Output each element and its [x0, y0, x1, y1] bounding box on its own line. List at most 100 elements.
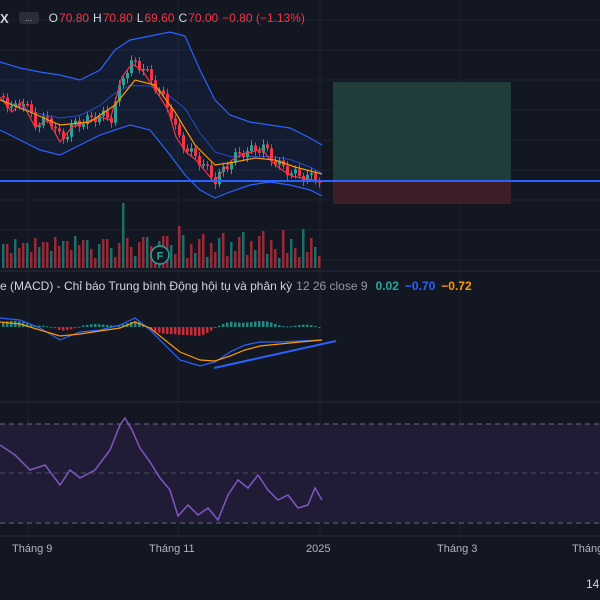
candle-body: [222, 166, 225, 172]
moving-averages: [0, 63, 323, 183]
volume-bar: [230, 242, 233, 268]
candle-body: [242, 153, 245, 157]
volume-bar: [234, 251, 237, 268]
candle-body: [134, 60, 137, 62]
volume-bar: [2, 244, 5, 268]
macd-histogram-bar: [110, 325, 113, 327]
candle-body: [110, 117, 113, 123]
candle-body: [270, 148, 273, 161]
volume-bar: [30, 252, 33, 268]
event-marker[interactable]: F: [150, 245, 170, 265]
macd-histogram-bar: [246, 322, 249, 327]
macd-histogram-bar: [122, 324, 125, 327]
volume-bar: [102, 239, 105, 268]
high-label: H: [93, 11, 102, 25]
candle-body: [178, 124, 181, 136]
more-options-icon[interactable]: ...: [18, 12, 39, 24]
macd-histogram-bar: [58, 327, 61, 330]
macd-signal-line: [0, 321, 323, 362]
candle-body: [38, 125, 41, 128]
volume-bar: [174, 254, 177, 268]
volume-bar: [190, 244, 193, 268]
ohlc-legend: X ... O 70.80 H 70.80 L 69.60 C 70.00 −0.80 …: [0, 10, 309, 26]
candle-body: [298, 169, 301, 176]
earnings-marker-label: F: [157, 251, 164, 263]
time-axis-label-nov: Tháng 11: [149, 543, 195, 555]
volume-bar: [10, 253, 13, 268]
macd-line: [0, 317, 323, 367]
macd-histogram-bar: [266, 321, 269, 327]
earnings-marker-icon[interactable]: [150, 245, 170, 265]
candle-body: [194, 148, 197, 156]
volume-bar: [6, 244, 9, 268]
volume-bar: [46, 242, 49, 268]
volume-bar: [242, 232, 245, 268]
macd-histogram-bar: [190, 327, 193, 336]
volume-bar: [218, 238, 221, 268]
macd-histogram-bar: [90, 324, 93, 327]
volume-bar: [302, 229, 305, 268]
macd-histogram-bar: [254, 321, 257, 327]
macd-histogram-bar: [314, 326, 317, 328]
macd-histogram-bar: [98, 324, 101, 327]
volume-bar: [106, 239, 109, 268]
volume-bar: [134, 256, 137, 268]
volume-bar: [226, 256, 229, 268]
macd-histogram-bar: [250, 322, 253, 327]
high-value: 70.80: [102, 11, 133, 25]
candle-body: [58, 128, 61, 132]
volume-bar: [42, 242, 45, 268]
macd-histogram-bar: [46, 326, 49, 328]
volume-bar: [258, 236, 261, 268]
volume-bar: [122, 203, 125, 268]
candle-body: [266, 144, 269, 149]
macd-histogram-bar: [70, 327, 73, 330]
candle-body: [202, 164, 205, 166]
close-label: C: [178, 11, 188, 25]
candle-body: [238, 152, 241, 154]
candle-body: [94, 117, 97, 123]
volume-bar: [294, 248, 297, 268]
candle-body: [262, 144, 265, 153]
macd-histogram-bar: [78, 326, 81, 328]
volume-bar: [298, 257, 301, 268]
macd-title: e (MACD) - Chỉ báo Trung bình Động hội t…: [0, 279, 293, 293]
macd-histogram-bar: [202, 327, 205, 335]
candle-body: [174, 118, 177, 125]
volume-bar: [58, 246, 61, 268]
candle-body: [182, 135, 185, 149]
macd-histogram-bar: [6, 321, 9, 327]
volume-bar: [110, 248, 113, 268]
candle-body: [206, 164, 209, 166]
candle-body: [130, 60, 133, 74]
macd-histogram-bar: [138, 322, 141, 327]
position-tool[interactable]: [333, 82, 511, 204]
candle-body: [30, 104, 33, 113]
macd-histogram-bar: [242, 322, 245, 327]
symbol-label[interactable]: X: [0, 10, 9, 26]
macd-histogram-bar: [106, 324, 109, 327]
rsi-pane: [0, 416, 600, 524]
candle-body: [146, 68, 149, 71]
macd-trendline[interactable]: [213, 340, 337, 369]
candle-body: [162, 90, 165, 94]
volume-bar: [54, 237, 57, 268]
macd-histogram-bar: [54, 327, 57, 329]
macd-histogram-bar: [214, 327, 217, 329]
macd-histogram-bar: [186, 327, 189, 335]
volume-bar: [270, 240, 273, 268]
volume-bar: [194, 253, 197, 268]
position-target-zone[interactable]: [333, 82, 511, 181]
position-stop-zone[interactable]: [333, 181, 511, 204]
macd-histogram-bar: [298, 325, 301, 327]
candle-body: [34, 112, 37, 128]
volume-bar: [62, 241, 65, 268]
macd-histogram-bar: [234, 322, 237, 327]
macd-histogram-bar: [262, 320, 265, 327]
volume-bar: [214, 252, 217, 268]
low-label: L: [136, 11, 144, 25]
macd-histogram-bar: [206, 327, 209, 333]
macd-histogram-bar: [178, 327, 181, 335]
macd-legend[interactable]: e (MACD) - Chỉ báo Trung bình Động hội t…: [0, 279, 472, 293]
